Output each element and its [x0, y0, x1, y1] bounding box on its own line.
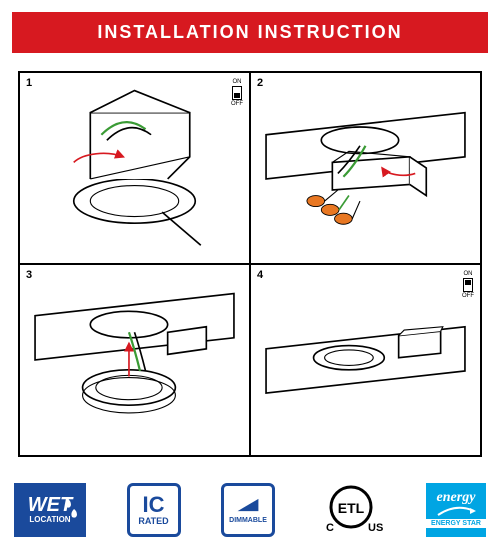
energy-star-text: ENERGY STAR	[426, 519, 486, 528]
etl-us: US	[368, 522, 383, 534]
switch-icon	[463, 278, 473, 292]
water-drops-icon	[62, 495, 80, 525]
step-number: 1	[26, 77, 32, 89]
switch-on-label: ON	[231, 79, 243, 85]
step-2: 2	[250, 72, 481, 264]
certification-badges: WET LOCATION IC RATED DIMMABLE ETL C US …	[0, 475, 500, 555]
switch-off-label: OFF	[462, 293, 474, 299]
step-4: 4 ON OFF	[250, 264, 481, 456]
etl-c: C	[326, 522, 334, 534]
etl-logo-icon: ETL C US	[316, 483, 386, 537]
ic-subtext: RATED	[138, 516, 168, 526]
etl-badge: ETL C US	[316, 483, 386, 537]
dimmer-icon	[235, 495, 261, 515]
switch-icon	[232, 86, 242, 100]
energy-star-badge: energy ENERGY STAR	[426, 483, 486, 537]
wet-location-badge: WET LOCATION	[14, 483, 86, 537]
energy-script: energy	[437, 491, 476, 505]
instruction-grid: 1 ON OFF 2	[18, 71, 482, 457]
step-3-diagram	[24, 269, 245, 451]
svg-text:ETL: ETL	[337, 500, 364, 516]
page-title: INSTALLATION INSTRUCTION	[12, 12, 488, 53]
dimmable-badge: DIMMABLE	[221, 483, 275, 537]
step-number: 4	[257, 269, 263, 281]
ic-rated-badge: IC RATED	[127, 483, 181, 537]
step-1-diagram	[24, 77, 245, 259]
switch-indicator: ON OFF	[462, 271, 474, 299]
step-4-diagram	[255, 269, 476, 451]
switch-indicator: ON OFF	[231, 79, 243, 107]
switch-on-label: ON	[462, 271, 474, 277]
ic-text: IC	[143, 494, 165, 516]
dimmable-text: DIMMABLE	[229, 517, 267, 524]
energy-swoosh-icon	[436, 505, 476, 517]
step-number: 2	[257, 77, 263, 89]
step-number: 3	[26, 269, 32, 281]
step-1: 1 ON OFF	[19, 72, 250, 264]
step-2-diagram	[255, 77, 476, 259]
switch-off-label: OFF	[231, 101, 243, 107]
step-3: 3	[19, 264, 250, 456]
